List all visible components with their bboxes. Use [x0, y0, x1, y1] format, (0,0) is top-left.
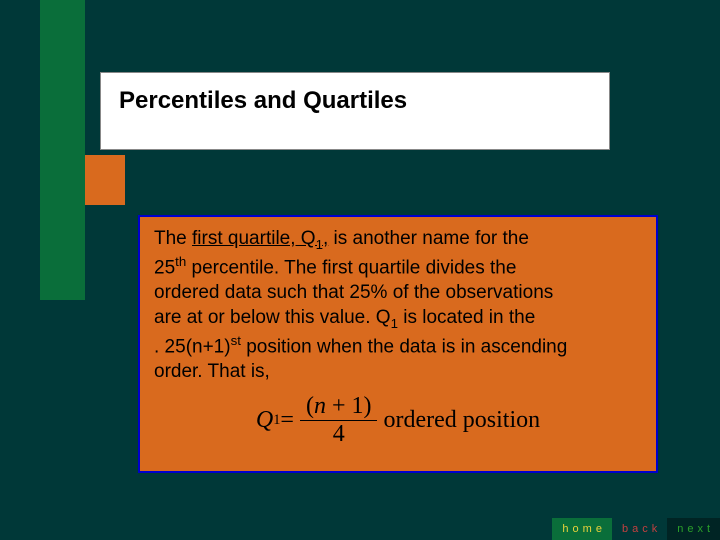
formula-lhs: Q [256, 407, 273, 434]
body-line2sup: th [175, 254, 186, 269]
formula-fraction: (n + 1) 4 [300, 393, 378, 448]
body-line4b: is located in the [398, 307, 535, 328]
formula-num-open: ( [306, 393, 314, 419]
body-line3: ordered data such that 25% of the observ… [154, 282, 553, 303]
body-line5sup: st [231, 333, 241, 348]
formula-num-rest: + 1) [326, 393, 372, 419]
body-line5b: position when the data is in ascending [241, 336, 567, 357]
body-line2a: 25 [154, 257, 175, 278]
formula-lhs-sub: 1 [273, 412, 280, 429]
formula: Q1 = (n + 1) 4 ordered position [154, 393, 642, 448]
formula-numerator: (n + 1) [300, 393, 378, 421]
body-line4sub: 1 [391, 316, 398, 331]
nav-buttons: home back next [552, 518, 720, 540]
slide: Percentiles and Quartiles The first quar… [0, 0, 720, 540]
body-underlined-sub: 1 [316, 237, 323, 252]
next-button[interactable]: next [667, 518, 720, 540]
slide-title: Percentiles and Quartiles [119, 87, 591, 115]
body-line6: order. That is, [154, 361, 270, 382]
body-line1a: The [154, 228, 192, 249]
formula-denominator: 4 [327, 421, 351, 448]
body-line4a: are at or below this value. Q [154, 307, 391, 328]
formula-num-var: n [314, 393, 326, 419]
accent-square [85, 155, 125, 205]
body-box: The first quartile, Q1, is another name … [138, 215, 658, 473]
formula-tail: ordered position [383, 407, 540, 434]
body-line1b: is another name for the [328, 228, 529, 249]
back-button[interactable]: back [612, 518, 667, 540]
title-box: Percentiles and Quartiles [100, 72, 610, 150]
body-underlined1: first quartile, Q [192, 228, 316, 249]
body-line5a: . 25(n+1) [154, 336, 231, 357]
body-text: The first quartile, Q1, is another name … [154, 227, 642, 385]
left-stripe [40, 0, 85, 300]
formula-eq: = [280, 407, 294, 434]
body-line2b: percentile. The first quartile divides t… [186, 257, 516, 278]
home-button[interactable]: home [552, 518, 612, 540]
